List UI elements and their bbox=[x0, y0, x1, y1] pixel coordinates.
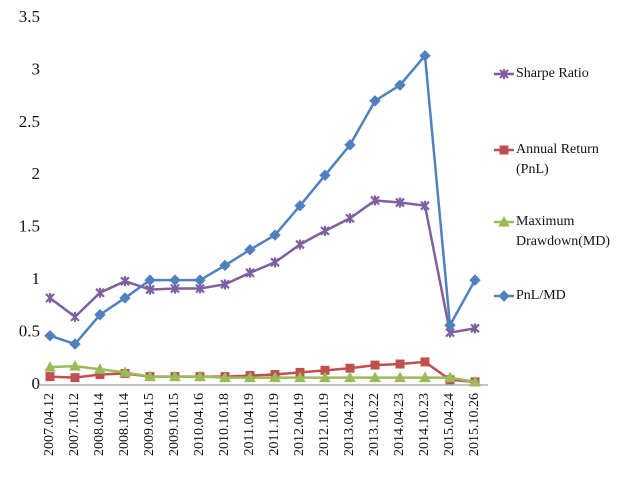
x-tick-label: 2015.04.24 bbox=[442, 393, 457, 456]
y-tick-label: 0 bbox=[32, 374, 41, 393]
marker bbox=[499, 69, 509, 79]
y-tick-label: 3 bbox=[32, 59, 41, 78]
marker bbox=[244, 371, 256, 383]
x-tick-label: 2014.10.23 bbox=[417, 393, 432, 456]
marker bbox=[270, 257, 280, 268]
marker bbox=[370, 195, 380, 206]
marker bbox=[294, 199, 306, 212]
marker bbox=[499, 145, 509, 155]
marker bbox=[69, 360, 81, 371]
y-tick-label: 3.5 bbox=[19, 7, 40, 26]
marker bbox=[395, 359, 405, 369]
legend-label: Sharpe Ratio bbox=[516, 66, 589, 81]
marker bbox=[144, 370, 156, 382]
marker bbox=[245, 267, 255, 278]
marker bbox=[120, 276, 130, 287]
x-tick-label: 2013.04.22 bbox=[342, 393, 357, 456]
marker bbox=[344, 371, 356, 383]
marker bbox=[194, 370, 206, 382]
marker bbox=[394, 79, 406, 91]
marker bbox=[394, 371, 406, 383]
x-tick-label: 2008.04.14 bbox=[92, 393, 107, 456]
marker bbox=[498, 290, 510, 302]
marker bbox=[470, 323, 480, 334]
marker bbox=[269, 371, 281, 383]
marker bbox=[119, 366, 131, 377]
marker bbox=[319, 169, 331, 181]
marker bbox=[119, 292, 131, 304]
marker bbox=[44, 361, 56, 372]
x-tick-label: 2010.10.18 bbox=[217, 393, 232, 456]
marker bbox=[269, 229, 281, 241]
marker bbox=[370, 360, 380, 370]
x-tick-label: 2013.10.22 bbox=[367, 393, 382, 456]
marker bbox=[94, 309, 106, 321]
x-tick-label: 2011.04.19 bbox=[242, 393, 257, 455]
series bbox=[44, 360, 481, 387]
series-line bbox=[49, 199, 476, 335]
x-tick-label: 2009.10.15 bbox=[167, 393, 182, 456]
series bbox=[44, 50, 481, 350]
marker bbox=[169, 274, 181, 286]
marker bbox=[345, 213, 355, 224]
marker bbox=[95, 287, 105, 298]
marker bbox=[345, 363, 355, 373]
marker bbox=[145, 284, 155, 295]
legend-label: Annual Return (PnL) bbox=[516, 142, 599, 177]
x-tick-label: 2011.10.19 bbox=[267, 393, 282, 455]
marker bbox=[369, 95, 381, 107]
series bbox=[45, 195, 480, 338]
y-tick-label: 1.5 bbox=[19, 217, 40, 236]
y-tick-label: 0.5 bbox=[19, 321, 40, 340]
marker bbox=[294, 371, 306, 383]
marker bbox=[444, 371, 456, 383]
x-tick-label: 2007.04.12 bbox=[42, 393, 57, 456]
x-tick-label: 2008.10.14 bbox=[117, 393, 132, 456]
marker bbox=[220, 279, 230, 290]
marker bbox=[69, 338, 81, 350]
marker bbox=[194, 274, 206, 286]
x-tick-label: 2010.04.16 bbox=[192, 393, 207, 456]
legend-label: PnL/MD bbox=[516, 288, 566, 303]
marker bbox=[244, 244, 256, 256]
marker bbox=[44, 330, 56, 342]
marker bbox=[70, 311, 80, 322]
series-line bbox=[49, 364, 476, 384]
marker bbox=[320, 225, 330, 236]
marker bbox=[395, 197, 405, 208]
marker bbox=[144, 274, 156, 286]
x-tick-label: 2012.10.19 bbox=[317, 393, 332, 456]
marker bbox=[469, 375, 481, 387]
marker bbox=[70, 373, 80, 383]
marker bbox=[444, 319, 456, 331]
y-tick-label: 2 bbox=[32, 164, 41, 183]
y-tick-label: 1 bbox=[32, 269, 41, 288]
marker bbox=[319, 371, 331, 383]
marker bbox=[469, 274, 481, 286]
marker bbox=[344, 139, 356, 151]
x-tick-label: 2009.04.15 bbox=[142, 393, 157, 456]
marker bbox=[420, 200, 430, 211]
x-tick-label: 2014.04.23 bbox=[392, 393, 407, 456]
y-tick-label: 2.5 bbox=[19, 112, 40, 131]
marker bbox=[295, 239, 305, 250]
x-tick-label: 2007.10.12 bbox=[67, 393, 82, 456]
series-line bbox=[49, 52, 477, 346]
marker bbox=[219, 371, 231, 383]
marker bbox=[219, 259, 231, 272]
marker bbox=[419, 371, 431, 383]
marker bbox=[420, 357, 430, 367]
marker bbox=[45, 372, 55, 382]
marker bbox=[419, 50, 431, 62]
marker bbox=[498, 215, 510, 227]
legend-label: Maximum Drawdown(MD) bbox=[516, 214, 611, 249]
x-tick-label: 2015.10.26 bbox=[467, 393, 482, 456]
marker bbox=[369, 371, 381, 383]
marker bbox=[94, 363, 106, 374]
marker bbox=[169, 370, 181, 382]
x-tick-label: 2012.04.19 bbox=[292, 393, 307, 456]
marker bbox=[45, 292, 55, 303]
